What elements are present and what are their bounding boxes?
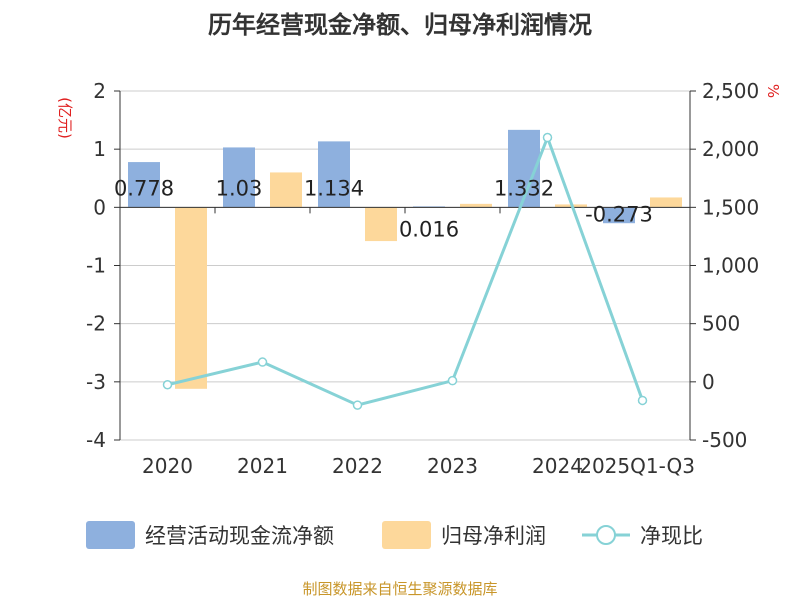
bar-net-profit [175, 207, 207, 389]
data-label-cash-flow: 1.03 [216, 176, 263, 200]
y-left-tick-label: -2 [86, 312, 106, 336]
ratio-point [542, 132, 553, 143]
y-right-tick-label: 0 [702, 370, 715, 394]
data-labels: 0.778 1.03 1.134 0.016 1.332 -0.273 [114, 176, 653, 241]
legend-marker-ratio [596, 525, 616, 545]
y-left-tick-label: 2 [93, 79, 106, 103]
x-tick-label: 2025Q1-Q3 [579, 454, 695, 478]
data-label-cash-flow: -0.273 [585, 202, 653, 226]
ratio-point [352, 400, 363, 410]
ratio-point [637, 395, 648, 406]
chart-title: 历年经营现金净额、归母净利润情况 [208, 11, 592, 39]
bar-net-profit [365, 207, 397, 242]
y-right-tick-label: -500 [702, 428, 747, 452]
y-left-tick-label: -3 [86, 370, 106, 394]
tick-labels: 2 2,500 1 2,000 0 1,500 -1 1,000 -2 500 -3 0 -4 -500 2… [86, 79, 759, 478]
bar-net-profit [270, 172, 302, 208]
y-right-unit: % [764, 84, 782, 98]
y-left-tick-label: -1 [86, 254, 106, 278]
ratio-line [167, 133, 644, 407]
legend-label-net-profit: 归母净利润 [441, 524, 546, 548]
x-tick-label: 2022 [332, 454, 383, 478]
y-left-tick-label: -4 [86, 428, 106, 452]
x-tick-label: 2020 [142, 454, 193, 478]
y-right-tick-label: 1,000 [702, 254, 759, 278]
data-label-cash-flow: 0.016 [399, 217, 459, 241]
y-left-unit: (亿元) [56, 97, 74, 139]
y-right-tick-label: 1,500 [702, 195, 759, 219]
legend-swatch-cash-flow [86, 521, 135, 549]
ratio-point [257, 357, 268, 367]
y-right-tick-label: 500 [702, 312, 740, 336]
axes [114, 90, 696, 441]
legend[interactable]: 经营活动现金流净额 归母净利润 净现比 [86, 521, 703, 549]
bars [128, 129, 682, 389]
data-label-cash-flow: 1.134 [304, 176, 364, 200]
bar-net-profit [650, 197, 682, 208]
y-left-tick-label: 1 [93, 137, 106, 161]
data-label-cash-flow: 0.778 [114, 176, 174, 200]
bar-cash-flow [318, 141, 350, 208]
bar-cash-flow [223, 147, 255, 208]
ratio-point [162, 379, 173, 390]
bar-cash-flow [128, 162, 160, 208]
legend-label-ratio: 净现比 [640, 524, 703, 548]
x-tick-label: 2023 [427, 454, 478, 478]
legend-label-cash-flow: 经营活动现金流净额 [145, 524, 334, 548]
source-note: 制图数据来自恒生聚源数据库 [302, 580, 497, 598]
y-right-tick-label: 2,000 [702, 137, 759, 161]
line-series [162, 132, 648, 410]
bar-cash-flow [603, 207, 635, 224]
y-right-tick-label: 2,500 [702, 79, 759, 103]
data-label-cash-flow: 1.332 [494, 176, 554, 200]
ratio-point [447, 375, 458, 386]
legend-swatch-net-profit [382, 521, 431, 549]
bar-net-profit [460, 203, 492, 208]
x-tick-label: 2024 [532, 454, 583, 478]
y-left-tick-label: 0 [93, 195, 106, 219]
x-tick-label: 2021 [237, 454, 288, 478]
